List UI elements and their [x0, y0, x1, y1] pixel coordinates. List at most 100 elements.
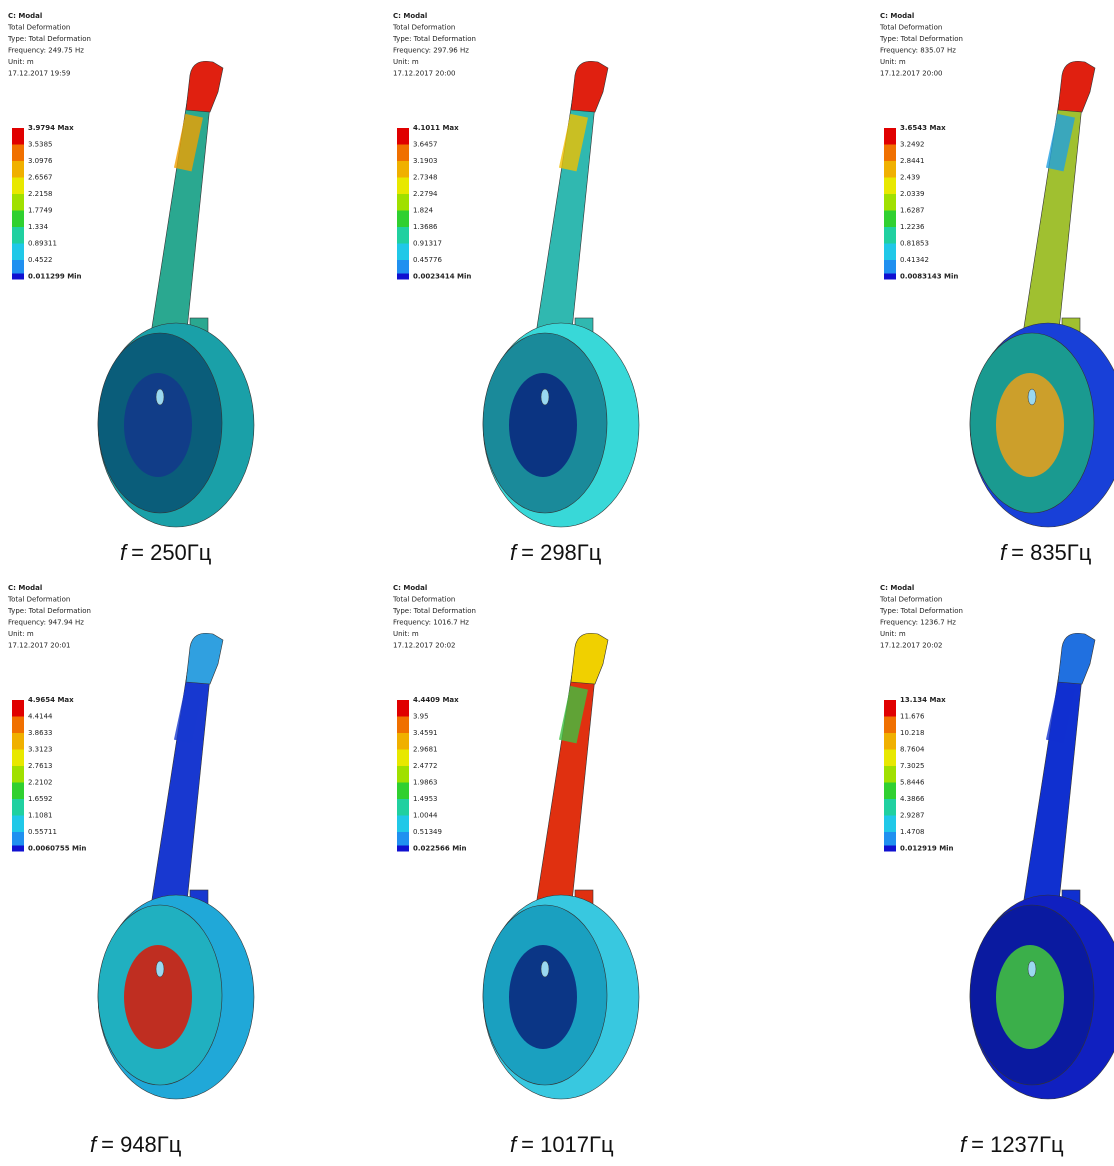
rod-head	[186, 61, 223, 112]
legend-label: 1.6592	[28, 795, 53, 803]
caption-symbol: f	[510, 1132, 519, 1157]
legend-band	[397, 128, 409, 145]
header-line: Type: Total Deformation	[7, 35, 91, 43]
legend-label: 3.6457	[413, 141, 438, 149]
legend-label: 1.1081	[28, 812, 53, 820]
legend-label: 0.011299 Min	[28, 273, 82, 281]
legend-band	[12, 161, 24, 178]
legend-label: 4.4409 Max	[413, 696, 459, 704]
piston-core	[124, 373, 192, 477]
legend-label: 0.012919 Min	[900, 845, 954, 853]
rod-head	[186, 633, 223, 684]
legend-band	[12, 816, 24, 833]
legend-label: 10.218	[900, 729, 925, 737]
legend-label: 0.45776	[413, 256, 442, 264]
header-line: Unit: m	[393, 58, 419, 66]
legend-label: 0.55711	[28, 828, 57, 836]
piston-core	[124, 945, 192, 1049]
rod	[150, 95, 210, 340]
result-panel: C: ModalTotal DeformationType: Total Def…	[879, 12, 1114, 565]
legend-band	[12, 128, 24, 145]
caption: f= 250Гц	[120, 540, 212, 565]
header-line: Unit: m	[880, 630, 906, 638]
header-line: Total Deformation	[392, 596, 455, 604]
legend-label: 2.0339	[900, 190, 925, 198]
rod-head	[571, 633, 608, 684]
legend-label: 1.334	[28, 223, 49, 231]
legend-label: 2.4772	[413, 762, 438, 770]
rod-head	[1058, 633, 1095, 684]
header-line: Unit: m	[393, 630, 419, 638]
legend-band	[397, 846, 409, 852]
legend-label: 0.89311	[28, 240, 57, 248]
header-line: C: Modal	[8, 584, 42, 592]
caption: f= 1237Гц	[960, 1132, 1064, 1157]
piston-core	[996, 945, 1064, 1049]
header-line: 17.12.2017 20:01	[8, 642, 70, 650]
caption-symbol: f	[1000, 540, 1009, 565]
result-panel: C: Modal Total Deformation Type: Total Def…	[392, 584, 639, 1157]
piston-core	[509, 945, 577, 1049]
header-line: Total Deformation	[7, 24, 70, 32]
caption-text: = 948Гц	[101, 1132, 182, 1157]
legend-label: 1.0044	[413, 812, 438, 820]
pin-hole	[156, 389, 164, 405]
legend-label: 0.41342	[900, 256, 929, 264]
legend-band	[397, 799, 409, 816]
legend-label: 7.3025	[900, 762, 925, 770]
legend-label: 1.4708	[900, 828, 925, 836]
header-line: Frequency: 297.96 Hz	[393, 47, 469, 55]
caption-text: = 298Гц	[521, 540, 602, 565]
header-line: C: Modal	[393, 584, 427, 592]
legend-label: 2.9287	[900, 812, 925, 820]
caption-text: = 250Гц	[131, 540, 212, 565]
caption-text: = 1017Гц	[521, 1132, 614, 1157]
legend-band	[12, 733, 24, 750]
legend-band	[884, 846, 896, 852]
header-line: 17.12.2017 20:02	[393, 642, 455, 650]
legend-label: 0.51349	[413, 828, 442, 836]
legend-band	[12, 227, 24, 244]
legend-label: 1.2236	[900, 223, 925, 231]
header-line: C: Modal	[880, 584, 914, 592]
legend-label: 3.8633	[28, 729, 53, 737]
header-line: Frequency: 1016.7 Hz	[393, 619, 469, 627]
legend-band	[884, 783, 896, 800]
legend-label: 1.824	[413, 207, 434, 215]
legend-band	[397, 211, 409, 228]
header-line: Total Deformation	[392, 24, 455, 32]
header-line: 17.12.2017 19:59	[8, 70, 70, 78]
legend-band	[884, 211, 896, 228]
legend-label: 3.4591	[413, 729, 438, 737]
legend-label: 3.1903	[413, 157, 438, 165]
header-line: Unit: m	[880, 58, 906, 66]
legend-band	[884, 145, 896, 162]
legend-band	[884, 717, 896, 734]
legend-band	[397, 783, 409, 800]
legend-label: 0.0023414 Min	[413, 273, 471, 281]
legend-label: 3.2492	[900, 141, 925, 149]
legend-band	[12, 194, 24, 211]
legend-band	[12, 783, 24, 800]
legend-label: 3.3123	[28, 746, 53, 754]
header-line: Total Deformation	[879, 24, 942, 32]
header-line: Type: Total Deformation	[7, 607, 91, 615]
pin-hole	[541, 389, 549, 405]
legend-label: 2.439	[900, 174, 920, 182]
legend-band	[397, 244, 409, 261]
legend-label: 5.8446	[900, 779, 925, 787]
legend-band	[397, 816, 409, 833]
caption-text: = 1237Гц	[971, 1132, 1064, 1157]
header-line: Type: Total Deformation	[879, 607, 963, 615]
header-line: Type: Total Deformation	[392, 607, 476, 615]
caption: f= 1017Гц	[510, 1132, 614, 1157]
legend-band	[884, 733, 896, 750]
caption-symbol: f	[510, 540, 519, 565]
legend-label: 0.91317	[413, 240, 442, 248]
legend-band	[884, 816, 896, 833]
legend-band	[12, 274, 24, 280]
legend-label: 3.95	[413, 713, 429, 721]
legend-label: 1.3686	[413, 223, 438, 231]
